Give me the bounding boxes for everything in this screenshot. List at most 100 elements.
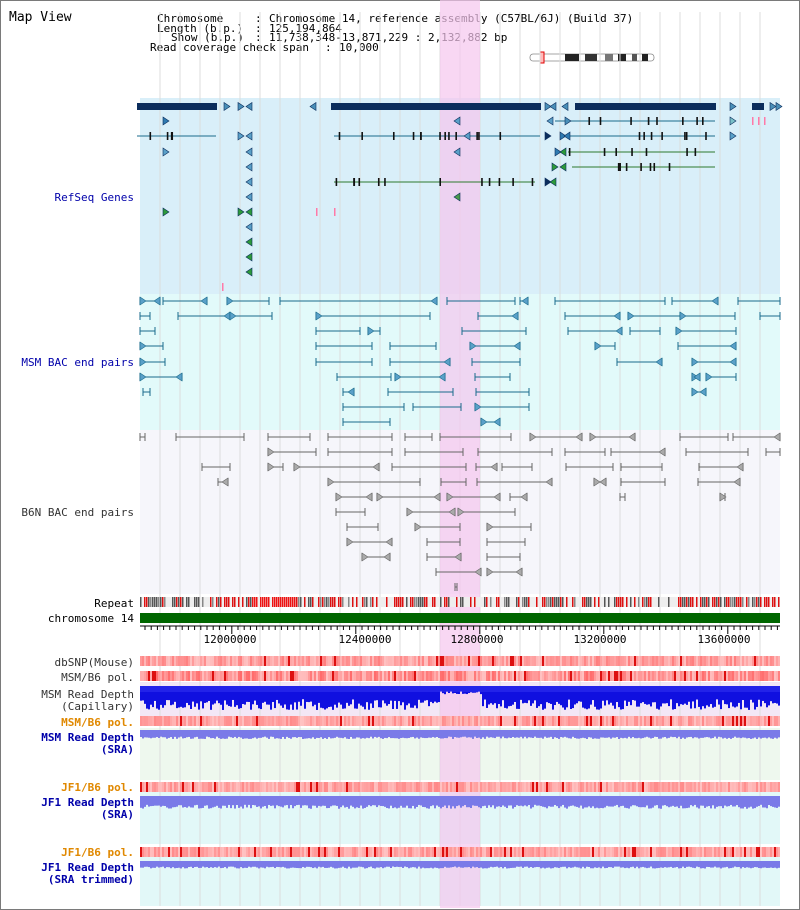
- msm-b6-pol-2-label[interactable]: MSM/B6 pol.: [61, 716, 134, 729]
- heat-cell: [186, 656, 188, 666]
- heat-cell: [532, 716, 534, 726]
- heat-cell: [278, 716, 280, 726]
- heat-cell: [204, 847, 206, 857]
- repeat-element: [584, 597, 586, 607]
- repeat-element: [572, 597, 574, 607]
- depth-bar: [770, 796, 772, 807]
- heat-cell: [434, 782, 436, 792]
- depth-bar: [774, 730, 776, 738]
- depth-bar: [636, 861, 638, 867]
- depth-bar: [312, 796, 314, 806]
- depth-bar: [246, 730, 248, 739]
- depth-bar: [320, 861, 322, 868]
- heat-cell: [604, 671, 606, 681]
- depth-bar: [240, 861, 242, 868]
- heat-cell: [218, 847, 220, 857]
- repeat-element: [376, 597, 378, 607]
- msm-read-depth-cap-label[interactable]: MSM Read Depth: [41, 688, 134, 701]
- heat-cell: [414, 847, 416, 857]
- heat-cell: [702, 656, 704, 666]
- heat-cell: [560, 656, 562, 666]
- depth-bar: [242, 796, 244, 809]
- refseq-genes-label[interactable]: RefSeq Genes: [54, 191, 134, 204]
- heat-cell: [170, 847, 172, 857]
- depth-bar: [434, 686, 436, 702]
- heat-cell: [678, 656, 680, 666]
- heat-cell: [150, 671, 152, 681]
- heat-cell: [216, 782, 218, 792]
- depth-bar: [672, 861, 674, 868]
- heat-cell: [644, 656, 646, 666]
- depth-bar: [140, 796, 142, 808]
- depth-bar: [264, 861, 266, 869]
- heat-cell: [534, 671, 536, 681]
- heat-cell: [188, 847, 190, 857]
- depth-bar: [268, 861, 270, 868]
- repeat-element: [684, 597, 686, 607]
- depth-bar: [194, 686, 196, 707]
- heat-cell: [492, 847, 494, 857]
- depth-bar: [240, 730, 242, 738]
- heat-cell: [446, 671, 448, 681]
- depth-bar: [278, 686, 280, 704]
- repeat-label[interactable]: Repeat: [94, 597, 134, 610]
- heat-cell: [140, 716, 142, 726]
- jf1-b6-pol-2-label[interactable]: JF1/B6 pol.: [61, 846, 134, 859]
- repeat-element: [224, 597, 226, 607]
- heat-cell: [202, 782, 204, 792]
- gene-arrow: [529, 432, 537, 442]
- b6n-bac-label[interactable]: B6N BAC end pairs: [21, 506, 134, 519]
- depth-bar: [490, 730, 492, 738]
- heat-cell: [274, 656, 276, 666]
- depth-bar: [268, 796, 270, 805]
- jf1-b6-pol-label[interactable]: JF1/B6 pol.: [61, 781, 134, 794]
- depth-bar: [684, 861, 686, 869]
- repeat-element: [186, 597, 188, 607]
- heat-cell: [392, 716, 394, 726]
- heat-cell: [344, 782, 346, 792]
- jf1-read-depth-trim-label[interactable]: JF1 Read Depth: [41, 861, 134, 874]
- msm-bac-label[interactable]: MSM BAC end pairs: [21, 356, 134, 369]
- chromosome-ideogram[interactable]: [529, 51, 655, 64]
- heat-cell: [598, 656, 600, 666]
- heat-cell: [368, 847, 370, 857]
- depth-bar: [318, 730, 320, 739]
- depth-bar: [422, 730, 424, 738]
- depth-bar: [462, 796, 464, 807]
- depth-bar: [636, 730, 638, 739]
- repeat-element: [706, 597, 708, 607]
- heat-cell: [430, 847, 432, 857]
- heat-cell: [246, 716, 248, 726]
- depth-bar: [396, 861, 398, 867]
- depth-bar: [544, 861, 546, 869]
- chromosome-track-label[interactable]: chromosome 14: [47, 612, 134, 625]
- heat-cell: [684, 656, 686, 666]
- heat-cell: [184, 716, 186, 726]
- depth-bar: [652, 730, 654, 738]
- depth-bar: [186, 796, 188, 808]
- msm-b6-pol-label[interactable]: MSM/B6 pol.: [61, 671, 134, 684]
- heat-cell: [252, 716, 254, 726]
- depth-bar: [644, 730, 646, 738]
- heat-cell: [718, 716, 720, 726]
- heat-cell: [156, 656, 158, 666]
- depth-bar: [408, 686, 410, 704]
- heat-cell: [666, 656, 668, 666]
- depth-bar: [618, 796, 620, 808]
- depth-bar: [738, 861, 740, 868]
- msm-read-depth-sra-label[interactable]: MSM Read Depth: [41, 731, 134, 744]
- heat-cell: [746, 671, 748, 681]
- heat-cell: [624, 847, 626, 857]
- heat-cell: [248, 782, 250, 792]
- depth-bar: [566, 861, 568, 869]
- heat-cell: [530, 671, 532, 681]
- depth-bar: [338, 796, 340, 809]
- heat-cell: [210, 656, 212, 666]
- depth-bar: [642, 730, 644, 739]
- jf1-read-depth-sra-label[interactable]: JF1 Read Depth: [41, 796, 134, 809]
- depth-bar: [432, 686, 434, 704]
- depth-bar: [416, 730, 418, 738]
- dbsnp-label[interactable]: dbSNP(Mouse): [54, 656, 134, 669]
- heat-cell: [408, 716, 410, 726]
